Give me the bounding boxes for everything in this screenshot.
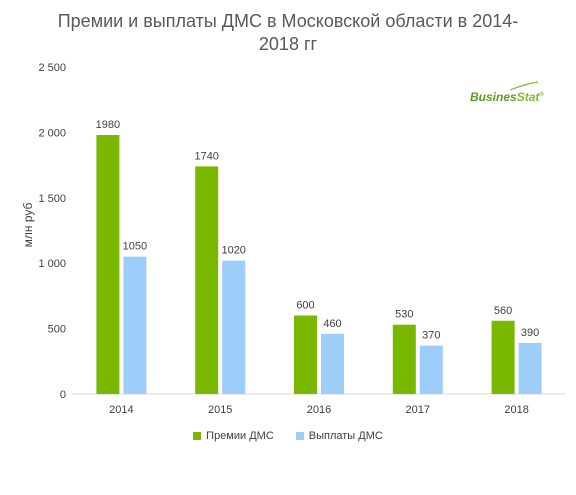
- legend-swatch-payouts: [295, 432, 304, 440]
- legend-item-premiums: Премии ДМС: [193, 430, 274, 442]
- data-label-premiums: 600: [296, 300, 314, 312]
- businesstat-logo: BusinesStat®: [470, 80, 550, 110]
- bar-payouts: [123, 256, 147, 394]
- data-label-payouts: 370: [422, 330, 440, 342]
- legend-label-payouts: Выплаты ДМС: [308, 430, 383, 442]
- y-tick-label: 2 500: [38, 62, 66, 74]
- y-tick-label: 0: [60, 389, 66, 401]
- bar-premiums: [491, 320, 515, 394]
- data-label-premiums: 1740: [194, 150, 218, 162]
- bar-premiums: [195, 166, 219, 394]
- bar-premiums: [392, 324, 416, 394]
- x-tick-label: 2018: [504, 404, 528, 416]
- logo-text-stat: Stat: [516, 90, 540, 104]
- legend-swatch-premiums: [193, 432, 202, 440]
- legend-item-payouts: Выплаты ДМС: [295, 430, 383, 442]
- x-tick-label: 2014: [109, 404, 133, 416]
- data-label-premiums: 530: [395, 309, 413, 321]
- data-label-payouts: 390: [521, 327, 539, 339]
- x-tick-label: 2015: [208, 404, 232, 416]
- x-tick-label: 2017: [406, 404, 430, 416]
- bar-premiums: [294, 315, 317, 394]
- data-label-payouts: 1020: [221, 245, 245, 257]
- data-label-payouts: 1050: [123, 241, 147, 253]
- logo-text-busines: Busines: [470, 90, 517, 104]
- logo-registered-mark: ®: [539, 92, 544, 98]
- data-label-premiums: 560: [494, 305, 512, 317]
- data-label-premiums: 1980: [96, 119, 120, 131]
- x-tick-label: 2016: [307, 404, 331, 416]
- data-label-payouts: 460: [323, 318, 341, 330]
- bar-payouts: [518, 342, 542, 394]
- y-tick-label: 2 000: [38, 127, 66, 139]
- y-tick-label: 1 500: [38, 193, 66, 205]
- chart-title: Премии и выплаты ДМС в Московской област…: [57, 11, 519, 54]
- bar-premiums: [96, 135, 120, 395]
- y-tick-label: 1 000: [38, 258, 66, 270]
- legend-label-premiums: Премии ДМС: [206, 430, 274, 442]
- bar-payouts: [419, 345, 443, 394]
- bar-payouts: [222, 260, 246, 394]
- legend: Премии ДМС Выплаты ДМС: [0, 430, 576, 442]
- bar-payouts: [321, 333, 344, 394]
- logo-swoosh-icon: [509, 81, 539, 91]
- y-tick-label: 500: [48, 324, 66, 336]
